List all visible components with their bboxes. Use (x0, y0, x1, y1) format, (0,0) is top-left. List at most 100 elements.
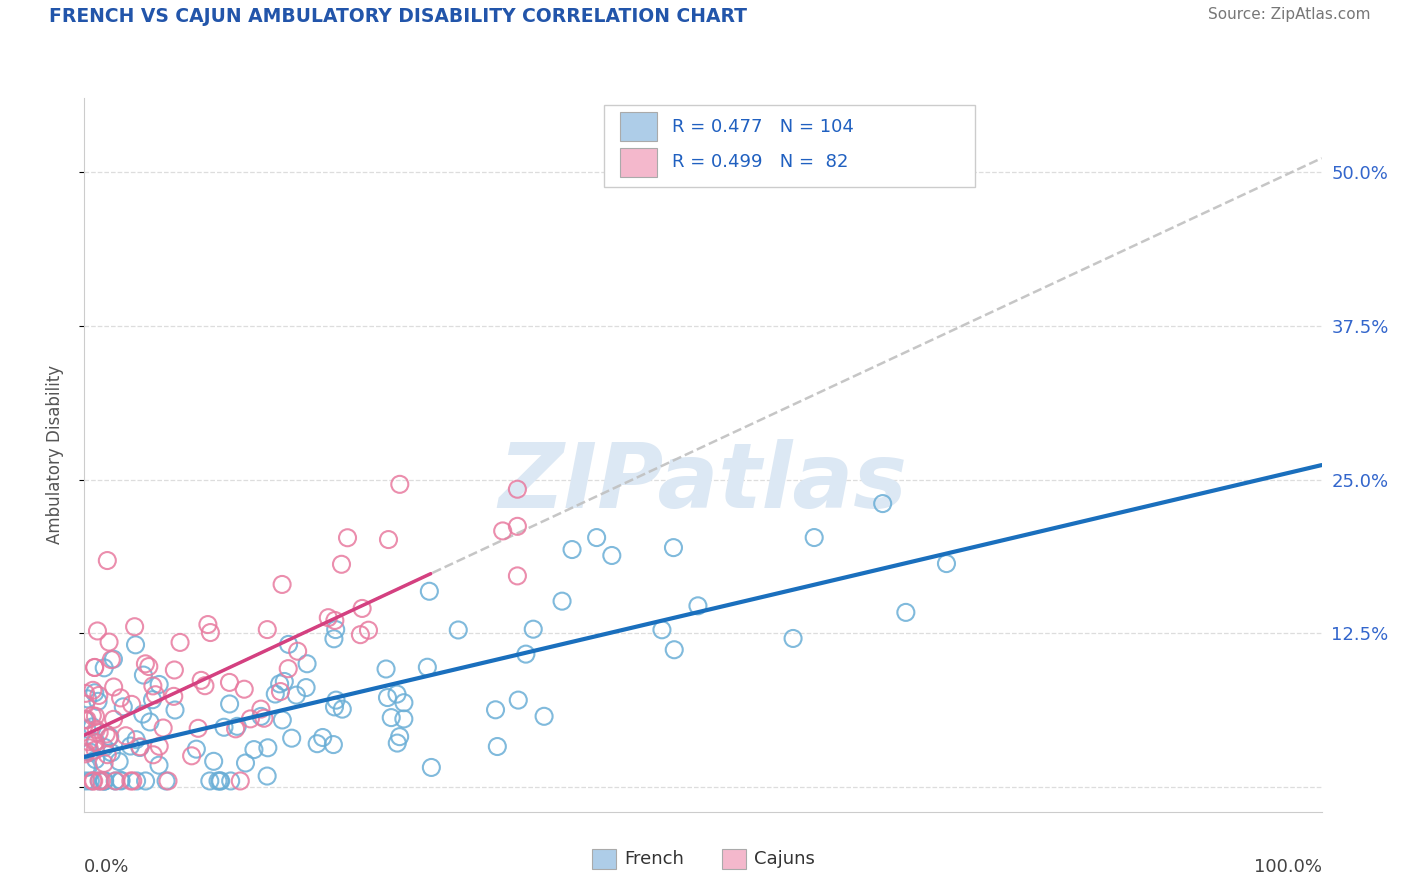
Point (325, 623, 347, 637)
Point (253, 711, 276, 725)
Point (77, 735, 100, 749)
Point (271, 577, 294, 591)
Point (75, 697, 97, 711)
Point (138, 659, 160, 673)
Point (75, 760, 97, 774)
Point (506, 519, 529, 533)
Point (349, 628, 371, 642)
Point (86, 624, 108, 638)
Point (142, 747, 165, 762)
Point (129, 739, 152, 754)
Point (84, 753, 107, 767)
Point (872, 497, 894, 511)
Point (277, 637, 299, 651)
Point (135, 774, 157, 789)
Point (89, 725, 111, 739)
Point (73, 713, 96, 727)
Point (124, 620, 146, 634)
Point (662, 541, 685, 555)
Point (83, 686, 105, 700)
Point (325, 693, 347, 707)
Point (225, 722, 247, 736)
Point (280, 731, 302, 746)
Point (336, 531, 359, 545)
Point (323, 699, 346, 714)
Text: 0.0%: 0.0% (84, 858, 129, 876)
Point (110, 773, 132, 788)
Point (357, 624, 380, 638)
Point (782, 632, 804, 646)
Point (600, 549, 623, 563)
Point (148, 758, 170, 772)
Point (75, 713, 97, 727)
Point (418, 584, 440, 599)
FancyBboxPatch shape (605, 105, 976, 187)
Point (190, 673, 212, 688)
Point (79, 774, 101, 789)
Point (104, 774, 127, 789)
Point (235, 756, 257, 770)
Point (257, 740, 280, 755)
Point (256, 769, 278, 783)
Point (447, 623, 470, 637)
Point (271, 713, 294, 727)
Point (84, 743, 107, 757)
Point (392, 696, 415, 710)
Point (103, 712, 125, 726)
Point (98, 730, 121, 744)
Point (76, 691, 98, 706)
Point (87, 689, 110, 703)
Bar (592, 849, 616, 869)
Point (120, 774, 142, 789)
Point (352, 601, 374, 615)
Text: Cajuns: Cajuns (754, 850, 814, 868)
Point (93, 756, 115, 771)
Point (93, 774, 115, 789)
Point (82, 683, 104, 698)
Point (124, 638, 146, 652)
Point (87, 774, 110, 789)
Point (180, 748, 202, 763)
Point (935, 557, 957, 571)
Point (152, 721, 174, 735)
Point (98, 635, 121, 649)
Point (163, 690, 186, 704)
Point (506, 482, 529, 496)
Point (108, 755, 131, 769)
Point (287, 644, 309, 658)
Point (377, 533, 399, 547)
Point (104, 774, 127, 789)
Point (163, 663, 186, 677)
Point (207, 774, 229, 789)
Point (76, 713, 98, 727)
Point (75, 774, 97, 789)
Point (218, 697, 240, 711)
Point (134, 657, 156, 671)
Point (110, 774, 132, 789)
Point (392, 712, 415, 726)
Point (264, 687, 287, 701)
Point (139, 714, 162, 729)
Point (420, 760, 443, 774)
Point (76, 722, 98, 736)
Point (387, 736, 409, 750)
Point (94, 727, 117, 741)
Point (128, 740, 150, 755)
Point (515, 647, 537, 661)
Point (75, 745, 97, 759)
Point (375, 662, 398, 676)
Point (388, 730, 411, 744)
Point (84, 735, 107, 749)
Point (209, 774, 232, 789)
Point (585, 531, 607, 545)
Point (229, 774, 252, 789)
Point (894, 606, 917, 620)
Point (89, 774, 111, 789)
Text: R = 0.477   N = 104: R = 0.477 N = 104 (672, 118, 853, 136)
Point (239, 712, 262, 726)
Point (187, 721, 209, 735)
Point (82, 708, 104, 723)
Point (484, 703, 506, 717)
Point (250, 709, 273, 723)
Point (142, 679, 165, 693)
